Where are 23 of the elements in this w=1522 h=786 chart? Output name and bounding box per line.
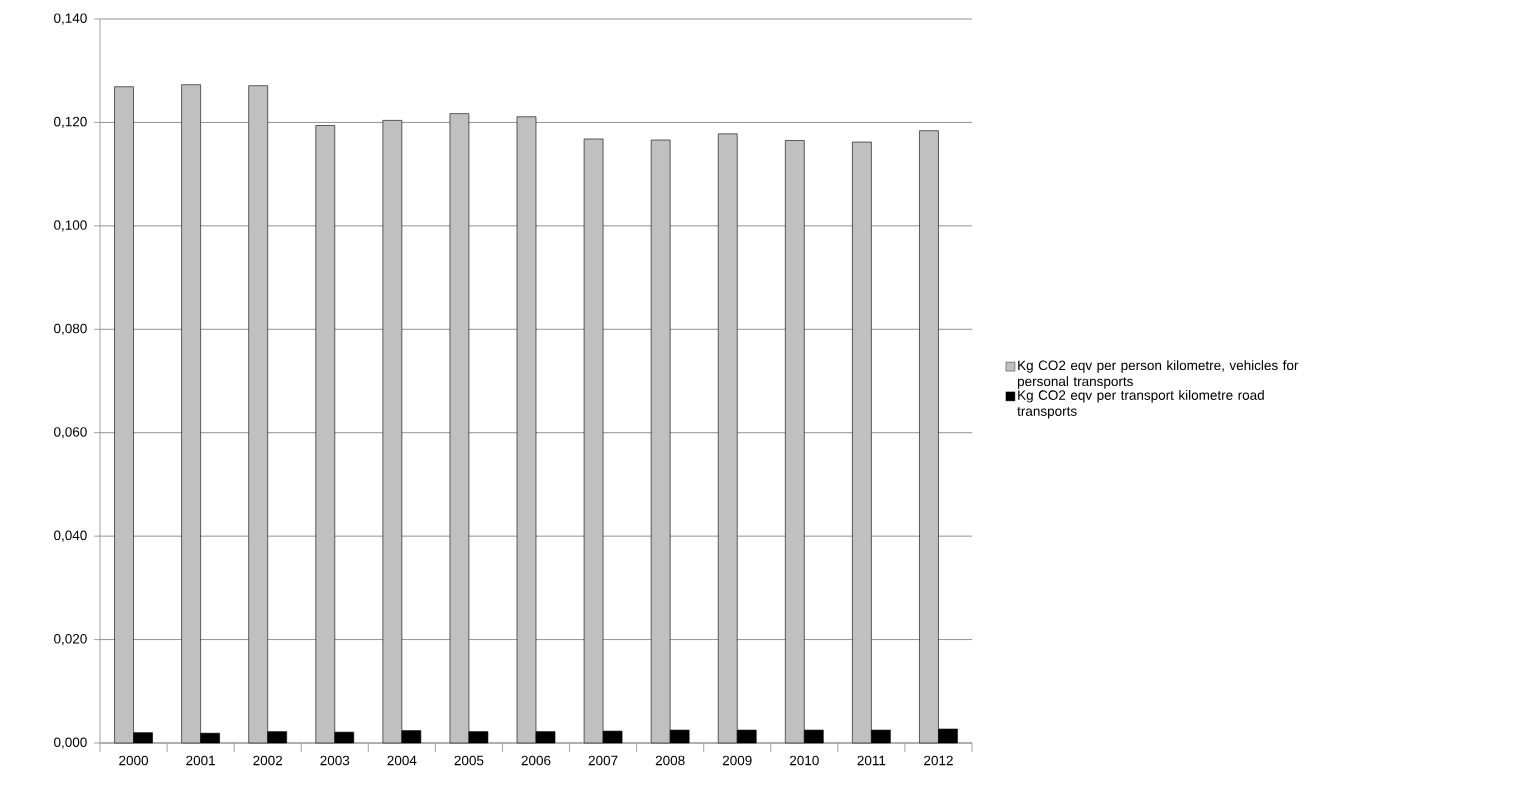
y-tick-label: 0,020 — [54, 634, 87, 646]
x-tick-label: 2002 — [253, 755, 283, 766]
y-tick-label: 0,000 — [54, 737, 87, 749]
x-tick-label: 2012 — [924, 755, 953, 766]
legend-label: Kg CO2 eqv per transport kilometre road transports — [1017, 389, 1264, 419]
x-tick-label: 2004 — [387, 755, 417, 766]
y-tick-label: 0,120 — [54, 116, 87, 129]
x-tick-label: 2008 — [655, 755, 685, 766]
x-tick-label: 2005 — [454, 755, 484, 766]
legend-label: Kg CO2 eqv per person kilometre, vehicles for personal transports — [1017, 360, 1299, 389]
x-tick-label: 2009 — [722, 755, 752, 766]
y-tick-label: 0,060 — [54, 427, 87, 439]
x-tick-label: 2003 — [320, 755, 350, 766]
y-tick-label: 0,140 — [54, 13, 87, 25]
y-tick-label: 0,080 — [54, 323, 87, 335]
x-tick-label: 2010 — [789, 755, 819, 766]
x-tick-label: 2006 — [521, 755, 551, 766]
y-tick-label: 0,100 — [54, 220, 87, 232]
y-tick-label: 0,040 — [54, 530, 87, 542]
x-tick-label: 2000 — [119, 755, 149, 766]
x-tick-label: 2007 — [588, 755, 618, 766]
x-tick-label: 2011 — [857, 755, 886, 766]
x-tick-label: 2001 — [186, 755, 215, 766]
